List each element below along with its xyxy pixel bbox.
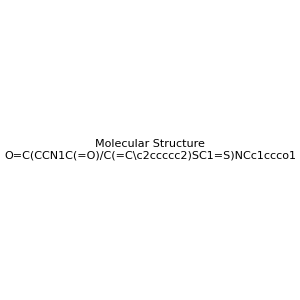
Text: Molecular Structure
O=C(CCN1C(=O)/C(=C\c2ccccc2)SC1=S)NCc1ccco1: Molecular Structure O=C(CCN1C(=O)/C(=C\c… (4, 139, 296, 161)
